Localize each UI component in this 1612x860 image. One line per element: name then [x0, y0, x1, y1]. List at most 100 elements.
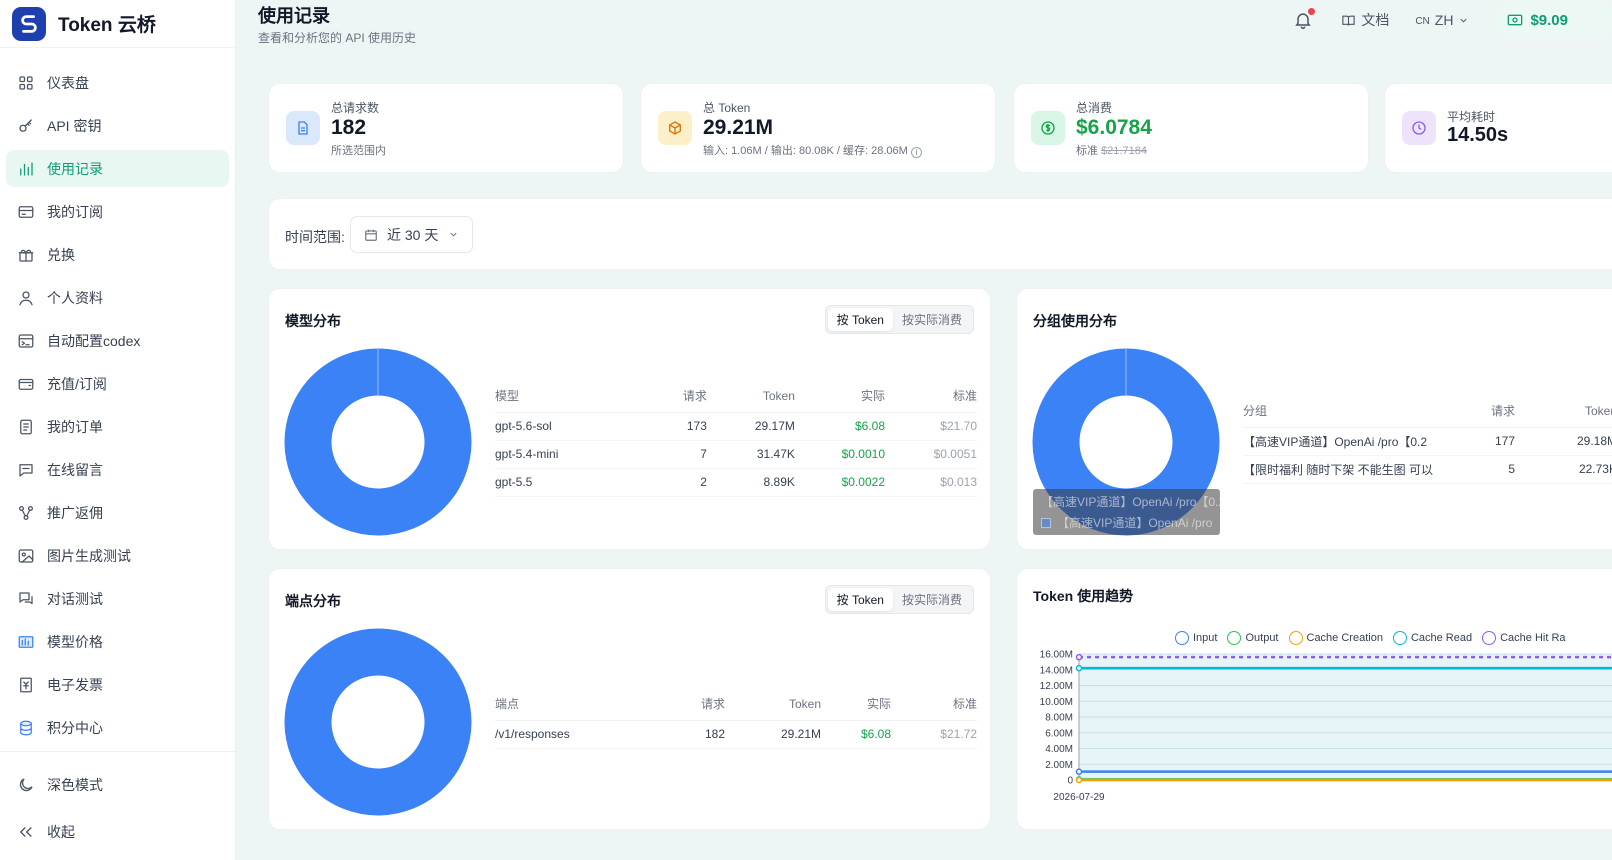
- sidebar-item[interactable]: 对话测试: [6, 580, 229, 617]
- legend-item[interactable]: Cache Read: [1392, 631, 1472, 645]
- table-row[interactable]: /v1/responses 182 29.21M $6.08 $21.72: [495, 720, 977, 749]
- table-cell: /v1/responses: [495, 720, 645, 749]
- sidebar-item[interactable]: 充值/订阅: [6, 365, 229, 402]
- stat-value: 182: [331, 116, 367, 139]
- time-range-select[interactable]: 近 30 天: [350, 216, 473, 253]
- toggle-by-actual-cost[interactable]: 按实际消费: [901, 313, 962, 327]
- legend-marker: [1175, 631, 1189, 645]
- stat-label: 总请求数: [331, 101, 380, 115]
- table-cell: $0.0022: [794, 468, 885, 497]
- table-cell: 【高速VIP通道】OpenAi /pro【0.2: [1243, 427, 1457, 456]
- stat-value: 29.21M: [703, 116, 774, 139]
- model-donut-chart[interactable]: [284, 348, 472, 536]
- collapse-button[interactable]: 收起: [6, 813, 229, 850]
- token-trend-chart[interactable]: 16.00M 14.00M 12.00M 10.00M 8.00M 6.00M 4.00M 2…: [1017, 569, 1612, 830]
- table-cell: 177: [1457, 427, 1515, 456]
- donut-slice-v1-responses[interactable]: [284, 628, 472, 816]
- stat-label: 总 Token: [703, 101, 751, 115]
- sidebar-item[interactable]: 积分中心: [6, 709, 229, 746]
- table-cell: 29.21M: [725, 720, 821, 749]
- dark-mode-toggle[interactable]: 深色模式: [6, 766, 229, 803]
- sidebar-item[interactable]: 电子发票: [6, 666, 229, 703]
- legend-marker: [1288, 631, 1303, 645]
- chart-legend: Input Output Cache Creation Cache Read Cache…: [1175, 631, 1576, 645]
- sidebar-item[interactable]: 我的订阅: [6, 193, 229, 230]
- series-point: [1075, 776, 1083, 784]
- sidebar-item-label: 使用记录: [47, 160, 103, 177]
- stat-card-cost: 总消费 $6.0784 标准 $21.7184: [1013, 83, 1369, 173]
- notifications-button[interactable]: [1293, 8, 1316, 30]
- sidebar-item[interactable]: 图片生成测试: [6, 537, 229, 574]
- sidebar-item[interactable]: 推广返佣: [6, 494, 229, 531]
- language-select[interactable]: CN ZH: [1415, 12, 1469, 28]
- stat-label: 平均耗时: [1447, 110, 1496, 124]
- brand[interactable]: Token 云桥: [0, 0, 235, 48]
- table-cell: gpt-5.4-mini: [495, 440, 636, 469]
- stat-sub: 输入: 1.06M / 输出: 80.08K / 缓存: 28.06M i: [703, 142, 922, 158]
- money-icon: [1508, 14, 1523, 26]
- info-icon[interactable]: i: [910, 147, 922, 158]
- share-icon: [16, 503, 36, 523]
- toggle-by-actual-cost[interactable]: 按实际消费: [901, 593, 962, 607]
- col-requests: 请求: [635, 380, 707, 413]
- table-row[interactable]: gpt-5.6-sol 173 29.17M $6.08 $21.70: [495, 412, 977, 441]
- col-standard: 标准: [885, 380, 977, 413]
- panel-title: 模型分布: [285, 313, 341, 329]
- table-cell: $0.0010: [794, 440, 885, 469]
- time-range-label: 时间范围:: [285, 229, 345, 245]
- table-cell: 5: [1457, 455, 1515, 484]
- header: 使用记录 查看和分析您的 API 使用历史 文档 CN ZH $9.09: [236, 0, 1612, 50]
- card-icon: [16, 202, 36, 222]
- legend-item[interactable]: Cache Creation: [1288, 631, 1383, 645]
- docs-link[interactable]: 文档: [1341, 10, 1389, 30]
- sidebar-item[interactable]: 仪表盘: [6, 64, 229, 101]
- legend-item[interactable]: Input: [1175, 631, 1217, 645]
- legend-item[interactable]: Cache Hit Ra: [1482, 631, 1566, 645]
- stat-value: $6.0784: [1076, 116, 1152, 139]
- y-tick-label: 16.00M: [1040, 650, 1073, 661]
- col-standard: 标准: [891, 688, 977, 721]
- sidebar-item[interactable]: 自动配置codex: [6, 322, 229, 359]
- sidebar-item-label: 对话测试: [47, 590, 103, 607]
- tooltip-swatch: [1041, 518, 1051, 528]
- stat-card-tokens: 总 Token 29.21M 输入: 1.06M / 输出: 80.08K / …: [640, 83, 996, 173]
- sidebar-item-label: 我的订阅: [47, 203, 103, 220]
- table-cell: 29.18M: [1515, 427, 1612, 456]
- bar-chart-icon: [16, 159, 36, 179]
- sidebar-item[interactable]: 兑换: [6, 236, 229, 273]
- endpoint-donut-chart[interactable]: [284, 628, 472, 816]
- legend-item[interactable]: Output: [1227, 631, 1279, 645]
- metric-toggle: 按 Token 按实际消费: [824, 585, 974, 614]
- sidebar-item[interactable]: 我的订单: [6, 408, 229, 445]
- sidebar-item[interactable]: API 密钥: [6, 107, 229, 144]
- y-tick-label: 10.00M: [1040, 697, 1073, 708]
- terminal-icon: [16, 331, 36, 351]
- sidebar-item[interactable]: 模型价格: [6, 623, 229, 660]
- sidebar-item[interactable]: 个人资料: [6, 279, 229, 316]
- toggle-by-token[interactable]: 按 Token: [827, 588, 893, 611]
- table-cell: 22.73K: [1515, 455, 1612, 484]
- sidebar-item[interactable]: 在线留言: [6, 451, 229, 488]
- x-tick-label: 2026-07-29: [1053, 792, 1105, 803]
- y-tick-label: 12.00M: [1040, 681, 1073, 692]
- group-table: 分组 请求 Token 【高速VIP通道】OpenAi /pro【0.21772…: [1243, 395, 1612, 484]
- stat-card-latency: 平均耗时 14.50s: [1384, 83, 1612, 173]
- table-cell: $21.72: [891, 720, 977, 749]
- col-actual: 实际: [821, 688, 891, 721]
- col-token: Token: [725, 688, 821, 721]
- clock-icon: [1402, 111, 1436, 145]
- sidebar-item[interactable]: 使用记录: [6, 150, 229, 187]
- table-cell: 【限时福利 随时下架 不能生图 可以: [1243, 455, 1457, 484]
- col-token: Token: [706, 380, 795, 413]
- standard-label: 标准: [1076, 145, 1098, 157]
- model-table: 模型 请求 Token 实际 标准 gpt-5.6-sol 173 29.17M $6…: [495, 380, 977, 497]
- balance-button[interactable]: $9.09: [1495, 3, 1612, 37]
- gift-icon: [16, 245, 36, 265]
- toggle-by-token[interactable]: 按 Token: [827, 308, 893, 331]
- table-row[interactable]: gpt-5.4-mini 7 31.47K $0.0010 $0.0051: [495, 440, 977, 469]
- table-row[interactable]: gpt-5.5 2 8.89K $0.0022 $0.013: [495, 468, 977, 497]
- table-cell: 7: [635, 440, 707, 469]
- sidebar-item-label: 在线留言: [47, 461, 103, 478]
